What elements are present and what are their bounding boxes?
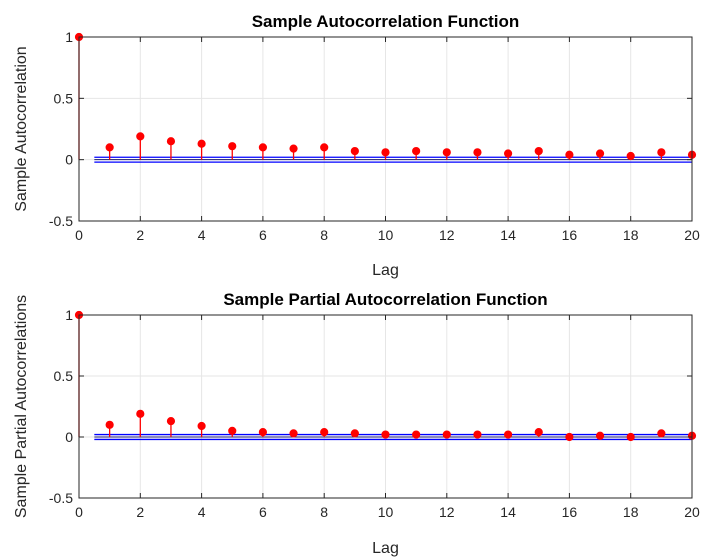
acf-x-tick-label: 4	[198, 227, 206, 243]
pacf-marker-lag-13	[473, 430, 482, 439]
pacf-marker-lag-1	[105, 420, 114, 429]
pacf-marker-lag-3	[166, 417, 176, 426]
pacf-marker-lag-16	[565, 432, 574, 442]
pacf-x-tick-label: 18	[623, 504, 639, 520]
pacf-y-tick-label: 0	[65, 429, 73, 445]
acf-marker-lag-19	[657, 148, 666, 157]
pacf-marker-lag-5	[228, 426, 237, 435]
pacf-y-tick-label: -0.5	[49, 490, 73, 506]
acf-marker-lag-11	[412, 146, 421, 156]
pacf-marker-lag-17	[595, 431, 605, 440]
acf-y-tick-label: 0	[65, 152, 73, 168]
acf-marker-lag-2	[136, 132, 145, 141]
pacf-marker-lag-12	[442, 430, 451, 439]
acf-x-tick-label: 14	[500, 227, 516, 243]
pacf-x-tick-label: 14	[500, 504, 516, 520]
acf-title: Sample Autocorrelation Function	[252, 12, 520, 31]
acf-x-tick-label: 2	[136, 227, 144, 243]
acf-marker-lag-13	[473, 148, 482, 157]
pacf-x-tick-label: 8	[320, 504, 328, 520]
pacf-marker-lag-2	[136, 409, 145, 418]
acf-y-tick-label: 1	[65, 29, 73, 45]
pacf-x-tick-label: 0	[75, 504, 83, 520]
acf-y-axis-label: Sample Autocorrelation	[13, 46, 30, 211]
acf-marker-lag-4	[197, 139, 206, 148]
pacf-marker-lag-4	[197, 421, 206, 431]
pacf-marker-lag-10	[381, 430, 390, 439]
acf-marker-lag-9	[350, 146, 359, 156]
acf-marker-lag-5	[228, 142, 237, 151]
acf-marker-lag-14	[504, 149, 513, 158]
pacf-x-tick-label: 12	[439, 504, 455, 520]
acf-marker-lag-18	[626, 151, 635, 161]
pacf-x-tick-label: 6	[259, 504, 267, 520]
pacf-marker-lag-19	[657, 429, 666, 438]
acf-marker-lag-8	[320, 143, 329, 152]
pacf-y-axis-label: Sample Partial Autocorrelations	[13, 295, 30, 518]
pacf-marker-lag-18	[626, 432, 635, 442]
pacf-x-tick-label: 2	[136, 504, 144, 520]
acf-x-tick-label: 20	[684, 227, 700, 243]
pacf-x-tick-label: 4	[198, 504, 206, 520]
pacf-y-tick-label: 0.5	[54, 368, 74, 384]
pacf-marker-lag-11	[412, 430, 421, 439]
acf-marker-lag-6	[258, 143, 267, 152]
acf-marker-lag-3	[166, 137, 176, 146]
pacf-marker-lag-14	[504, 430, 513, 439]
acf-x-tick-label: 16	[562, 227, 578, 243]
acf-marker-lag-15	[534, 146, 543, 156]
acf-marker-lag-7	[289, 144, 298, 153]
pacf-marker-lag-6	[258, 428, 267, 437]
acf-marker-lag-16	[565, 150, 574, 159]
acf-marker-lag-17	[595, 149, 605, 158]
acf-x-tick-label: 18	[623, 227, 639, 243]
acf-y-tick-label: 0.5	[54, 90, 74, 106]
acf-marker-lag-1	[105, 143, 114, 152]
acf-x-tick-label: 10	[378, 227, 394, 243]
pacf-marker-lag-7	[289, 429, 298, 438]
pacf-x-axis-label: Lag	[372, 540, 399, 557]
pacf-x-tick-label: 20	[684, 504, 700, 520]
acf-marker-lag-12	[442, 148, 451, 157]
acf-x-tick-label: 0	[75, 227, 83, 243]
pacf-x-tick-label: 16	[562, 504, 578, 520]
acf-x-axis-label: Lag	[372, 262, 399, 279]
acf-x-tick-label: 12	[439, 227, 455, 243]
pacf-y-tick-label: 1	[65, 307, 73, 323]
acf-x-tick-label: 8	[320, 227, 328, 243]
acf-marker-lag-10	[381, 148, 390, 157]
pacf-x-tick-label: 10	[378, 504, 394, 520]
pacf-marker-lag-15	[534, 428, 543, 437]
acf-x-tick-label: 6	[259, 227, 267, 243]
pacf-title: Sample Partial Autocorrelation Function	[223, 290, 547, 309]
pacf-marker-lag-8	[320, 428, 329, 437]
pacf-marker-lag-9	[350, 429, 359, 438]
acf-y-tick-label: -0.5	[49, 213, 73, 229]
